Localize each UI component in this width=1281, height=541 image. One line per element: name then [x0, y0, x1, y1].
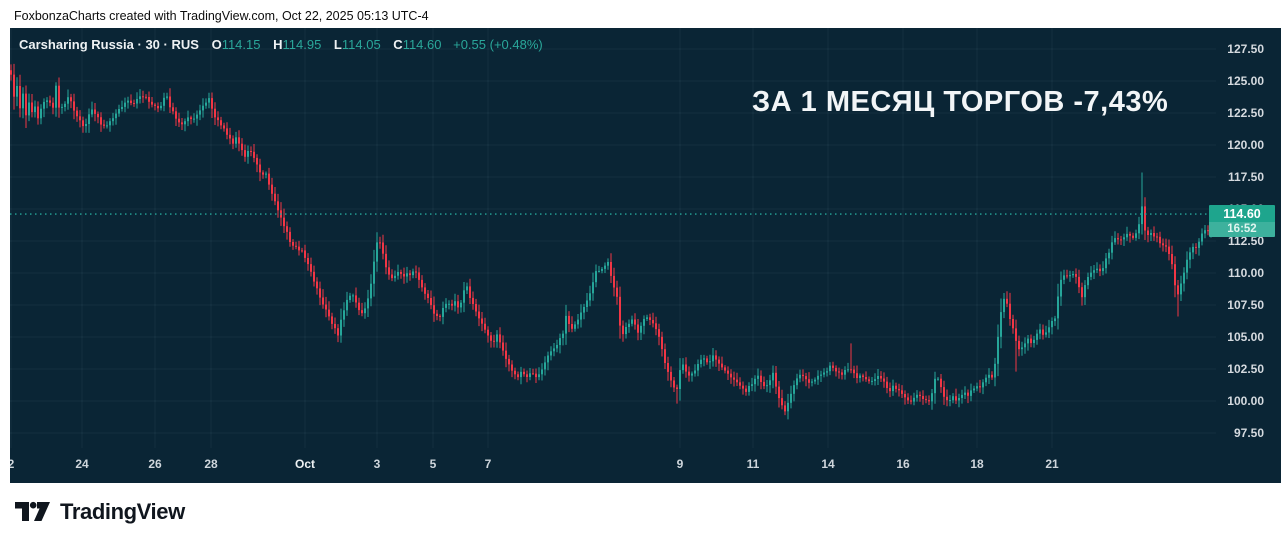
time-tick: Oct — [294, 457, 315, 471]
candlestick-chart[interactable] — [10, 28, 1216, 448]
close-label: C — [393, 37, 403, 52]
tradingview-brand[interactable]: TradingView — [14, 498, 185, 525]
close-value: 114.60 — [402, 37, 442, 52]
low-label: L — [333, 37, 342, 52]
time-tick: 3 — [373, 457, 381, 471]
open-value: 114.15 — [221, 37, 261, 52]
time-tick: 7 — [484, 457, 492, 471]
separator-dot: · — [137, 37, 146, 52]
time-tick: 26 — [148, 457, 162, 471]
price-tick: 110.00 — [1227, 266, 1264, 280]
tradingview-logo-icon — [15, 501, 50, 521]
price-tick: 112.50 — [1227, 234, 1264, 248]
time-tick: 9 — [676, 457, 684, 471]
tradingview-logo-text: TradingView — [60, 498, 185, 524]
footer: TradingView — [0, 483, 1281, 541]
time-tick: 11 — [746, 457, 760, 471]
symbol-title[interactable]: Carsharing Russia — [19, 37, 134, 52]
candles — [10, 63, 1212, 420]
price-tick: 127.50 — [1227, 42, 1264, 56]
price-tick: 100.00 — [1227, 394, 1264, 408]
time-tick: 16 — [896, 457, 910, 471]
price-axis[interactable]: 127.50125.00122.50120.00117.50115.00112.… — [1216, 28, 1281, 448]
interval-label[interactable]: 30 — [145, 37, 160, 52]
time-tick: 5 — [429, 457, 437, 471]
separator-dot: · — [159, 37, 172, 52]
open-label: O — [211, 37, 222, 52]
price-tick: 102.50 — [1227, 362, 1264, 376]
grid — [10, 28, 1216, 448]
price-tick: 125.00 — [1227, 74, 1264, 88]
price-tick: 120.00 — [1227, 138, 1264, 152]
chart-legend[interactable]: Carsharing Russia · 30 · RUS O114.15 H11… — [19, 37, 543, 52]
bar-countdown: 16:52 — [1209, 222, 1275, 238]
time-tick: 14 — [821, 457, 835, 471]
price-tick: 97.50 — [1233, 426, 1264, 440]
exchange-label: RUS — [171, 37, 199, 52]
time-axis[interactable]: 2 24 26 28 Oct 3 5 7 9 11 14 16 18 21 — [10, 448, 1216, 483]
price-tick: 107.50 — [1227, 298, 1264, 312]
attribution-text: FoxbonzaCharts created with TradingView.… — [14, 9, 429, 23]
watermark-annotation: ЗА 1 МЕСЯЦ ТОРГОВ -7,43% — [752, 86, 1169, 118]
price-tick: 105.00 — [1227, 330, 1264, 344]
high-label: H — [273, 37, 283, 52]
high-value: 114.95 — [282, 37, 322, 52]
price-tick: 122.50 — [1227, 106, 1264, 120]
last-price-value: 114.60 — [1223, 207, 1261, 222]
low-value: 114.05 — [341, 37, 381, 52]
chart-panel[interactable]: Carsharing Russia · 30 · RUS O114.15 H11… — [10, 28, 1281, 483]
time-tick: 28 — [204, 457, 218, 471]
change-value: +0.55 (+0.48%) — [453, 37, 543, 52]
time-tick: 24 — [75, 457, 89, 471]
last-price-badge: 114.60 16:52 — [1209, 205, 1275, 238]
time-tick: 18 — [970, 457, 984, 471]
time-tick: 2 — [10, 457, 15, 471]
price-tick: 117.50 — [1227, 170, 1264, 184]
time-tick: 21 — [1045, 457, 1059, 471]
